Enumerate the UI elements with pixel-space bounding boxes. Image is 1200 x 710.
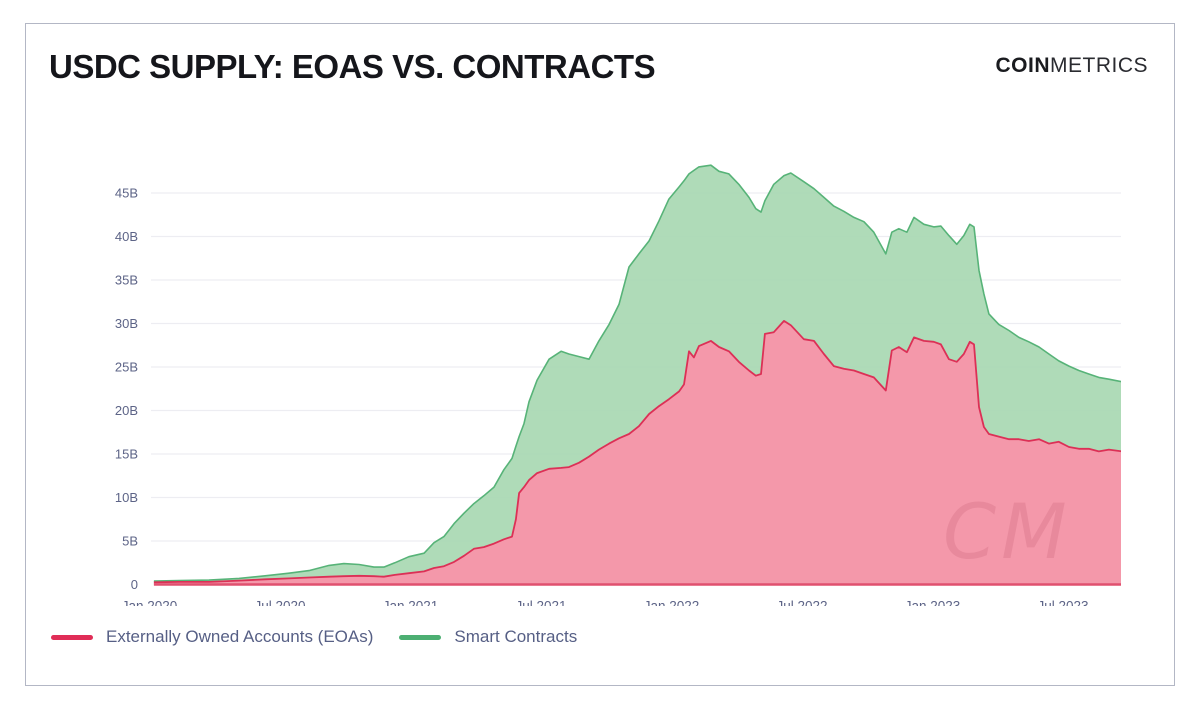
svg-text:Jul 2020: Jul 2020	[254, 599, 305, 607]
chart-card: USDC SUPPLY: EOAS VS. CONTRACTS COINMETR…	[25, 23, 1175, 686]
svg-text:15B: 15B	[115, 447, 138, 462]
svg-text:Jan 2021: Jan 2021	[383, 599, 439, 607]
svg-text:5B: 5B	[122, 534, 138, 549]
svg-text:Jul 2023: Jul 2023	[1037, 599, 1088, 607]
svg-text:Jan 2023: Jan 2023	[905, 599, 961, 607]
smart-contracts-legend-label: Smart Contracts	[454, 627, 578, 646]
legend-item-smart-contracts: Smart Contracts	[399, 627, 577, 647]
chart-area: 0 5B 10B 15B 20B 25B 30B 35B 40B 45B CM Jan 2020 Jul…	[91, 116, 1123, 614]
svg-text:25B: 25B	[115, 360, 138, 375]
svg-text:Jan 2022: Jan 2022	[644, 599, 700, 607]
page-title: USDC SUPPLY: EOAS VS. CONTRACTS	[49, 48, 656, 85]
coinmetrics-logo: COINMETRICS	[996, 54, 1149, 78]
svg-text:0: 0	[131, 577, 138, 592]
svg-text:Jul 2022: Jul 2022	[776, 599, 827, 607]
coinmetrics-logo-bold: COIN	[995, 54, 1050, 77]
svg-text:Jul 2021: Jul 2021	[515, 599, 566, 607]
coinmetrics-logo-light: METRICS	[1050, 54, 1148, 77]
svg-text:30B: 30B	[115, 316, 138, 331]
svg-text:20B: 20B	[115, 403, 138, 418]
legend-item-eoa: Externally Owned Accounts (EOAs)	[51, 627, 373, 647]
svg-text:35B: 35B	[115, 273, 138, 288]
smart-contracts-legend-swatch	[399, 634, 442, 640]
svg-text:Jan 2020: Jan 2020	[122, 599, 178, 607]
chart-legend: Externally Owned Accounts (EOAs) Smart C…	[51, 627, 577, 647]
svg-text:40B: 40B	[115, 229, 138, 244]
cm-watermark: CM	[943, 487, 1072, 576]
svg-text:10B: 10B	[115, 490, 138, 505]
usdc-supply-stacked-area-chart: 0 5B 10B 15B 20B 25B 30B 35B 40B 45B CM Jan 2020 Jul…	[115, 164, 1123, 614]
eoa-legend-label: Externally Owned Accounts (EOAs)	[106, 627, 374, 646]
svg-text:45B: 45B	[115, 186, 138, 201]
eoa-legend-swatch	[51, 634, 93, 640]
